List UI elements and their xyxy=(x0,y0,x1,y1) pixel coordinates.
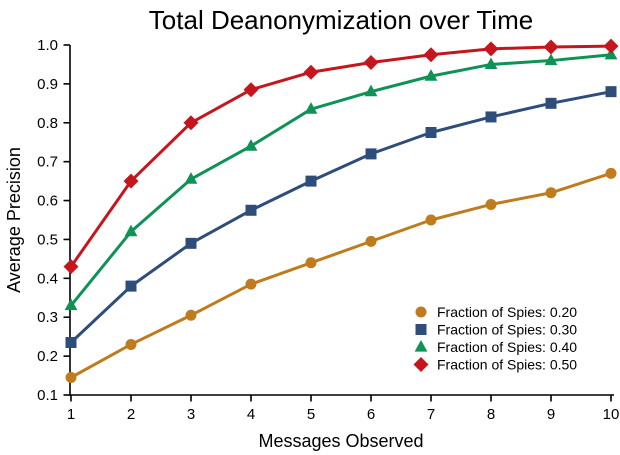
series-line-1 xyxy=(69,90,612,344)
data-point xyxy=(545,187,557,199)
data-point xyxy=(304,102,318,114)
series-line-0 xyxy=(70,171,612,379)
circle-legend-icon xyxy=(415,306,427,318)
data-point xyxy=(63,259,79,275)
y-axis-label: Average Precision xyxy=(4,147,24,293)
legend-label: Fraction of Spies: 0.30 xyxy=(437,322,577,338)
square-legend-icon xyxy=(415,324,427,335)
legend-item: Fraction of Spies: 0.50 xyxy=(413,357,577,373)
data-point xyxy=(183,115,199,131)
y-tick-label: 0.2 xyxy=(37,348,58,365)
data-point xyxy=(425,214,437,226)
x-tick-label: 5 xyxy=(307,406,315,423)
legend-item: Fraction of Spies: 0.40 xyxy=(414,339,577,355)
data-point xyxy=(423,47,439,63)
data-point xyxy=(245,204,257,216)
y-tick-label: 1.0 xyxy=(37,37,58,54)
data-point xyxy=(243,82,259,98)
chart-title: Total Deanonymization over Time xyxy=(149,5,533,35)
data-point xyxy=(123,173,139,189)
axes: 1.0 0.9 0.8 0.7 0.6 0.5 0.4 0.3 0.2 0.1 1 2 3 4 5 6 7 8 9 1… xyxy=(37,37,619,423)
data-point xyxy=(125,280,137,292)
data-point xyxy=(545,97,557,109)
y-tick-label: 0.5 xyxy=(37,231,58,248)
data-point xyxy=(245,278,257,290)
y-tick-label: 0.6 xyxy=(37,193,58,210)
data-point xyxy=(244,139,258,151)
x-tick-label: 4 xyxy=(247,406,255,423)
data-point xyxy=(485,198,497,210)
legend-label: Fraction of Spies: 0.50 xyxy=(437,357,577,373)
x-tick-label: 2 xyxy=(127,406,135,423)
data-point xyxy=(65,372,77,383)
data-point xyxy=(425,127,437,138)
data-point xyxy=(484,57,498,70)
data-point xyxy=(185,237,197,249)
series-line-2 xyxy=(69,53,612,307)
triangle-legend-icon xyxy=(414,340,428,352)
data-point xyxy=(305,175,317,187)
series-line-3 xyxy=(69,44,612,268)
y-tick-label: 0.3 xyxy=(37,309,58,326)
data-point xyxy=(605,86,617,98)
data-point xyxy=(603,38,619,54)
data-point xyxy=(64,298,78,311)
series-lines xyxy=(63,38,619,383)
legend: Fraction of Spies: 0.20 Fraction of Spies… xyxy=(413,304,577,373)
data-point xyxy=(605,167,617,179)
data-point xyxy=(364,84,378,97)
x-tick-label: 10 xyxy=(603,406,620,423)
data-point xyxy=(424,69,438,81)
data-point xyxy=(483,41,499,57)
x-tick-label: 6 xyxy=(367,406,375,423)
data-point xyxy=(365,148,377,160)
legend-item: Fraction of Spies: 0.30 xyxy=(415,322,577,338)
data-point xyxy=(365,235,377,247)
data-point xyxy=(305,257,317,269)
y-tick-label: 0.9 xyxy=(37,76,58,93)
x-tick-label: 9 xyxy=(547,406,555,423)
data-point xyxy=(485,111,497,123)
y-tick-label: 0.1 xyxy=(37,387,58,404)
x-tick-label: 7 xyxy=(427,406,435,423)
legend-item: Fraction of Spies: 0.20 xyxy=(415,304,577,320)
legend-label: Fraction of Spies: 0.20 xyxy=(437,304,577,320)
data-point xyxy=(303,64,319,80)
y-tick-label: 0.8 xyxy=(37,115,58,132)
data-point xyxy=(65,337,77,348)
data-point xyxy=(543,39,559,55)
y-tick-label: 0.7 xyxy=(37,154,58,171)
data-point xyxy=(124,224,138,237)
data-point xyxy=(544,53,558,66)
x-axis-label: Messages Observed xyxy=(258,431,423,451)
legend-label: Fraction of Spies: 0.40 xyxy=(437,339,577,355)
x-tick-label: 8 xyxy=(487,406,495,423)
data-point xyxy=(185,309,197,321)
data-point xyxy=(125,338,137,350)
y-tick-label: 0.4 xyxy=(37,270,58,287)
x-tick-label: 1 xyxy=(67,406,75,423)
data-point xyxy=(184,172,198,184)
data-point xyxy=(363,55,379,70)
diamond-legend-icon xyxy=(413,357,429,372)
x-tick-label: 3 xyxy=(187,406,195,423)
